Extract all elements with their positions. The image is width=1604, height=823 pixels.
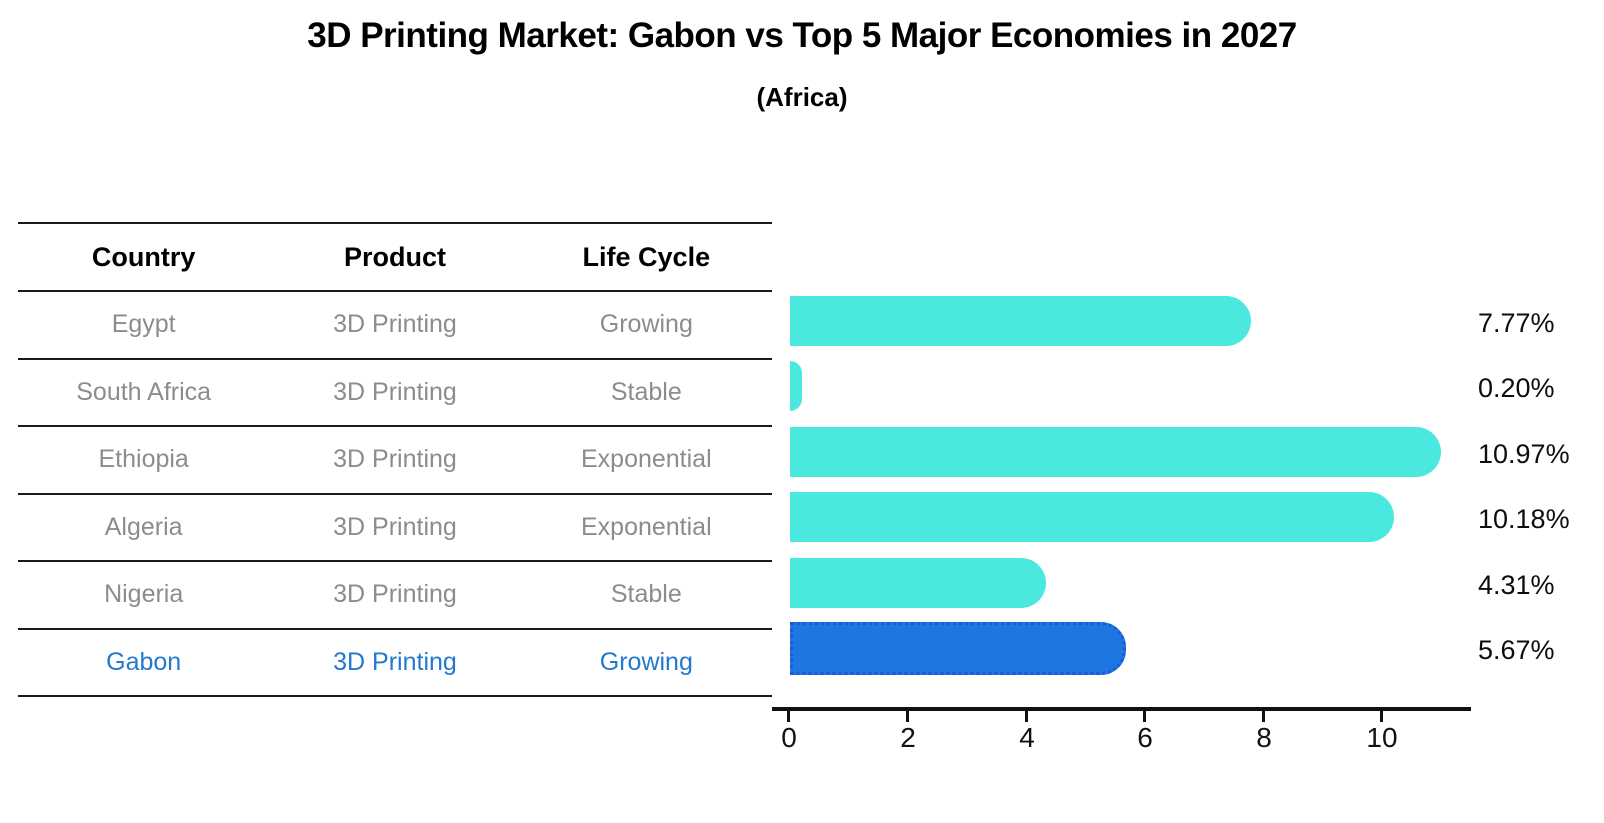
cell-product: 3D Printing <box>333 512 457 541</box>
table-row-gabon: Gabon 3D Printing Growing <box>18 630 772 697</box>
value-label-algeria: 10.18% <box>1478 504 1570 534</box>
table-row-ethiopia: Ethiopia 3D Printing Exponential <box>18 427 772 495</box>
x-tick-0 <box>787 711 790 722</box>
cell-life-cycle: Stable <box>610 377 682 406</box>
value-label-nigeria: 4.31% <box>1478 570 1555 600</box>
x-tick-6 <box>1143 711 1146 722</box>
cell-product: 3D Printing <box>333 580 457 609</box>
header-product: Product <box>343 241 446 272</box>
value-label-south-africa: 0.20% <box>1478 373 1555 403</box>
cell-life-cycle: Exponential <box>580 445 712 474</box>
bar-ethiopia <box>790 427 1441 477</box>
header-life-cycle: Life Cycle <box>582 241 711 272</box>
comparison-table: Country Product Life Cycle Egypt 3D Prin… <box>18 222 772 697</box>
table-row-egypt: Egypt 3D Printing Growing <box>18 292 772 360</box>
x-tick-label-6: 6 <box>1137 722 1153 753</box>
x-tick-2 <box>906 711 909 722</box>
bar-algeria <box>790 492 1394 542</box>
value-label-ethiopia: 10.97% <box>1478 439 1570 469</box>
table-row-algeria: Algeria 3D Printing Exponential <box>18 495 772 562</box>
cell-product: 3D Printing <box>333 310 457 339</box>
cell-country: Algeria <box>104 512 183 541</box>
x-axis-line <box>772 707 1471 711</box>
x-tick-label-2: 2 <box>900 722 916 753</box>
x-tick-10 <box>1380 711 1383 722</box>
cell-country: Gabon <box>106 647 182 676</box>
bar-nigeria <box>790 558 1046 608</box>
cell-product: 3D Printing <box>333 647 457 676</box>
cell-life-cycle: Growing <box>599 310 693 339</box>
table-header-row: Country Product Life Cycle <box>18 224 772 292</box>
bar-egypt <box>790 296 1251 346</box>
cell-country: Nigeria <box>104 580 184 609</box>
cell-product: 3D Printing <box>333 377 457 406</box>
cell-country: Ethiopia <box>98 445 189 474</box>
cell-country: South Africa <box>76 377 212 406</box>
x-tick-label-0: 0 <box>781 722 797 753</box>
x-tick-label-8: 8 <box>1256 722 1272 753</box>
x-tick-label-4: 4 <box>1019 722 1035 753</box>
value-label-gabon: 5.67% <box>1478 635 1555 665</box>
header-country: Country <box>91 241 196 272</box>
cell-life-cycle: Exponential <box>580 512 712 541</box>
x-tick-label-10: 10 <box>1366 722 1398 753</box>
cell-country: Egypt <box>111 310 176 339</box>
chart-subtitle: (Africa) <box>756 82 848 112</box>
chart-title: 3D Printing Market: Gabon vs Top 5 Major… <box>307 16 1297 55</box>
x-tick-8 <box>1262 711 1265 722</box>
cell-life-cycle: Stable <box>610 580 682 609</box>
bar-south-africa <box>790 361 802 411</box>
bar-gabon <box>790 622 1127 675</box>
table-row-south-africa: South Africa 3D Printing Stable <box>18 360 772 427</box>
cell-product: 3D Printing <box>333 445 457 474</box>
value-label-egypt: 7.77% <box>1478 308 1555 338</box>
cell-life-cycle: Growing <box>599 647 693 676</box>
x-tick-4 <box>1025 711 1028 722</box>
table-row-nigeria: Nigeria 3D Printing Stable <box>18 562 772 630</box>
